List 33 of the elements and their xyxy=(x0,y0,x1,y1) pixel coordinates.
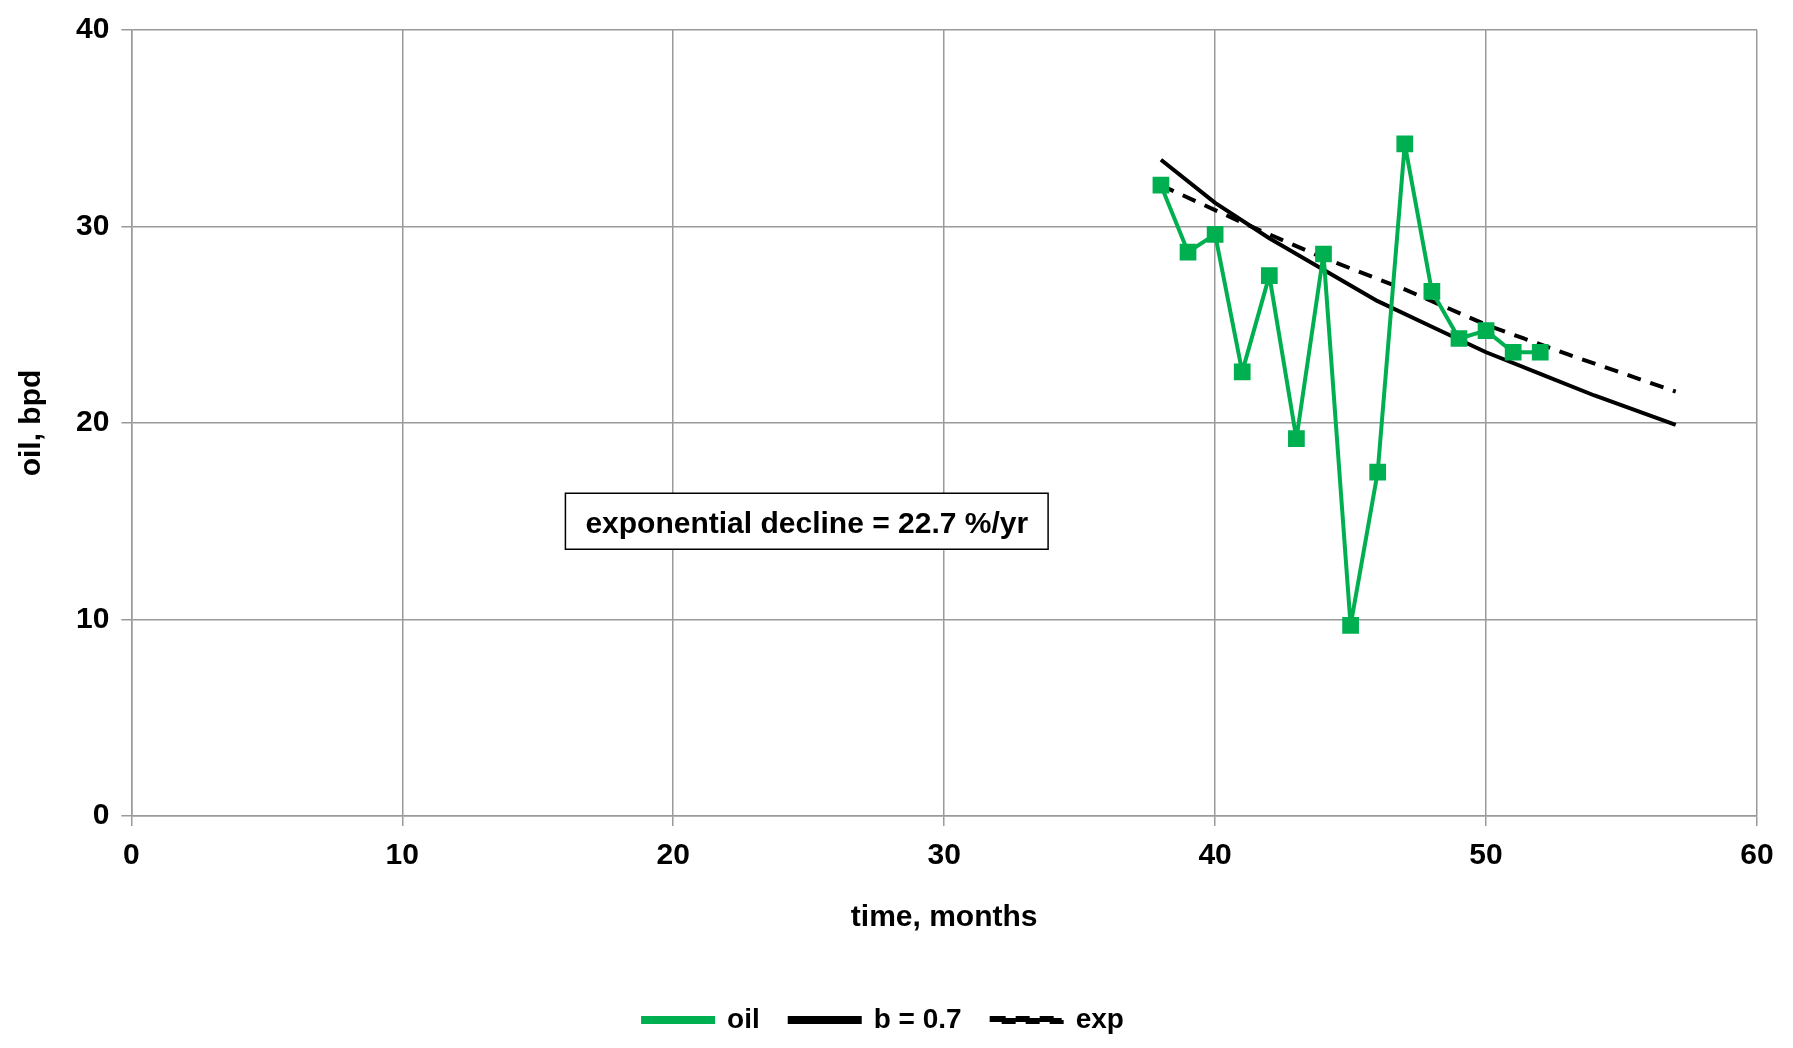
point xyxy=(1233,363,1251,381)
point xyxy=(1423,282,1441,300)
legend-label: exp xyxy=(1075,1002,1124,1034)
x-tick-label: 30 xyxy=(927,837,961,871)
point xyxy=(1179,243,1197,261)
legend-label: oil xyxy=(727,1002,760,1034)
point xyxy=(1369,463,1387,481)
point xyxy=(1504,343,1522,361)
x-tick-label: 50 xyxy=(1469,837,1503,871)
x-tick-label: 20 xyxy=(656,837,690,871)
x-tick-label: 40 xyxy=(1198,837,1232,871)
y-tick-label: 30 xyxy=(75,207,110,241)
legend-label: b = 0.7 xyxy=(873,1002,962,1034)
point xyxy=(1396,135,1414,153)
y-tick-label: 0 xyxy=(92,797,110,831)
point xyxy=(1477,322,1495,340)
x-tick-label: 60 xyxy=(1740,837,1774,871)
point xyxy=(1342,617,1359,634)
y-tick-label: 20 xyxy=(75,404,110,438)
point xyxy=(1531,343,1549,361)
x-tick-label: 10 xyxy=(385,837,419,871)
point xyxy=(1152,176,1170,194)
y-tick-label: 10 xyxy=(75,600,110,634)
y-axis-title: oil, bpd xyxy=(13,369,47,477)
point xyxy=(1206,226,1224,243)
point xyxy=(1450,330,1468,347)
annotation: exponential decline = 22.7 %/yr xyxy=(585,505,1029,539)
x-tick-label: 0 xyxy=(123,837,140,871)
point xyxy=(1315,245,1332,263)
point xyxy=(1260,267,1278,284)
x-axis-title: time, months xyxy=(850,899,1038,933)
y-tick-label: 40 xyxy=(75,11,110,45)
point xyxy=(1288,430,1305,448)
